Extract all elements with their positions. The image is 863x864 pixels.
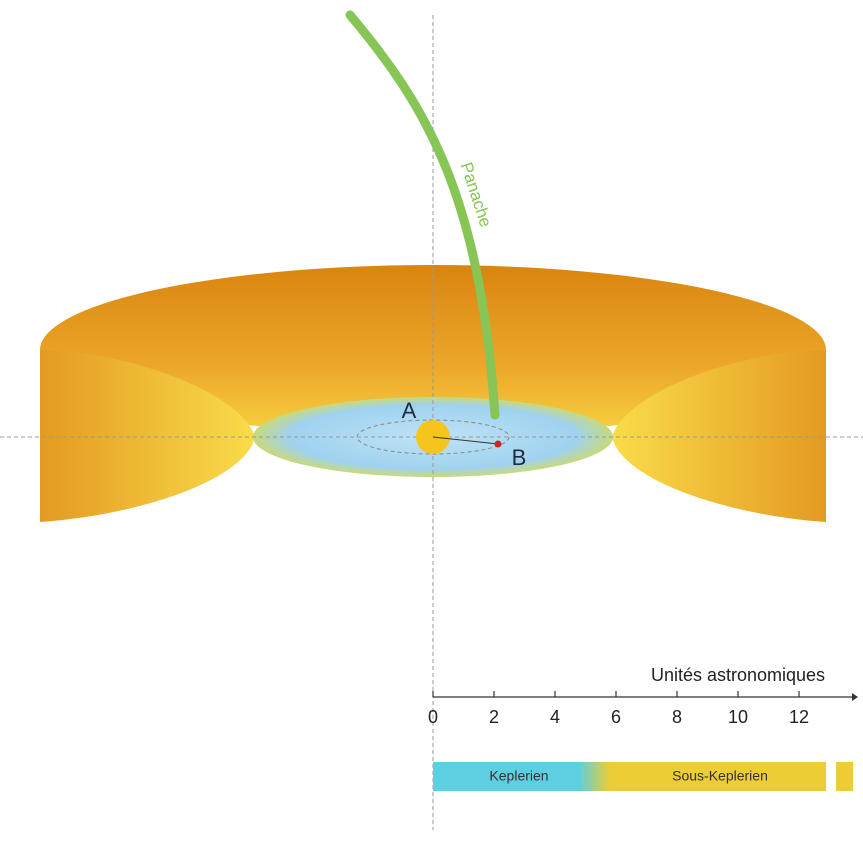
tick-label: 4 (550, 707, 560, 727)
tick-label: 2 (489, 707, 499, 727)
point-b (495, 441, 502, 448)
sub-keplerian-label: Sous-Keplerien (672, 768, 768, 784)
tick-label: 6 (611, 707, 621, 727)
velocity-bar-end (836, 762, 853, 791)
tick-label: 12 (789, 707, 809, 727)
axis-arrow (852, 693, 858, 701)
point-b-label: B (512, 445, 527, 470)
diagram: Panache A B Unités astronomiques 0246810… (0, 0, 863, 859)
axis: Unités astronomiques 0 2 4 6 8 10 12 (428, 665, 858, 727)
tick-label: 8 (672, 707, 682, 727)
keplerian-label: Keplerien (489, 768, 548, 784)
tick-label: 10 (728, 707, 748, 727)
point-a-label: A (402, 398, 417, 423)
tick-label: 0 (428, 707, 438, 727)
axis-label: Unités astronomiques (651, 665, 825, 685)
